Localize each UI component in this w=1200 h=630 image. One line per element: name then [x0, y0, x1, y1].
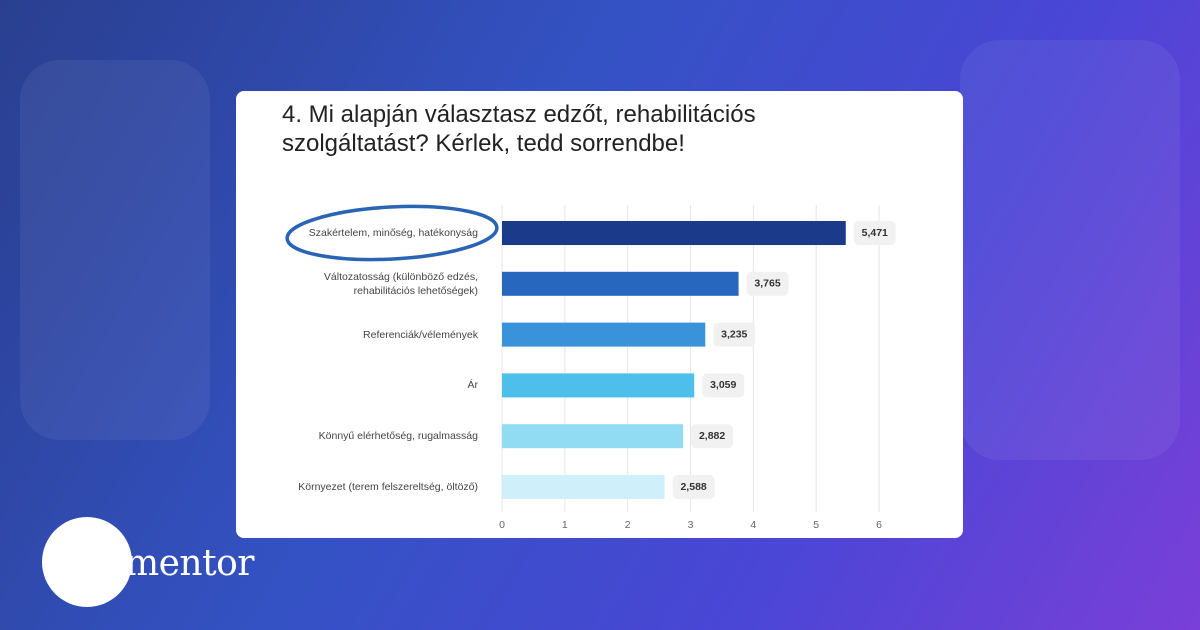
y-tick-label: Környezet (terem felszereltség, öltöző)	[298, 481, 478, 493]
y-tick-label: Változatosság (különböző edzés, rehabili…	[323, 270, 478, 297]
x-tick-label: 4	[750, 519, 756, 531]
value-label-bg	[713, 322, 756, 347]
value-label-bg	[746, 271, 789, 296]
value-label: 3,235	[721, 328, 747, 340]
value-label: 2,882	[699, 430, 725, 442]
value-label: 5,471	[862, 227, 888, 239]
value-label-bg	[853, 221, 896, 245]
x-tick-label: 5	[813, 519, 819, 531]
chart-title: 4. Mi alapján választasz edzőt, rehabili…	[282, 101, 756, 157]
highlight-circle	[285, 204, 499, 262]
x-tick-label: 3	[688, 519, 694, 531]
value-label-bg	[691, 424, 734, 449]
value-label: 2,588	[680, 481, 706, 493]
bar	[502, 424, 684, 449]
bar	[502, 475, 665, 499]
bar	[502, 271, 739, 296]
y-tick-label: Ár	[467, 379, 479, 392]
background-shape	[960, 40, 1180, 460]
y-tick-label: Szakértelem, minőség, hatékonyság	[308, 227, 478, 239]
bar	[502, 373, 695, 398]
x-tick-label: 6	[876, 519, 882, 531]
x-tick-label: 1	[562, 519, 568, 531]
x-tick-label: 2	[625, 519, 631, 531]
y-tick-label: Könnyű elérhetőség, rugalmasság	[318, 430, 478, 443]
bar	[502, 221, 846, 245]
value-label: 3,765	[754, 278, 780, 290]
brand-logo: edzőmentor	[42, 543, 254, 584]
value-label-bg	[702, 373, 745, 398]
bar	[502, 322, 706, 347]
value-label: 3,059	[710, 379, 736, 391]
chart-card	[236, 91, 963, 538]
x-tick-label: 0	[499, 519, 505, 531]
background-shape	[20, 60, 210, 440]
y-tick-label: Referenciák/vélemények	[363, 328, 478, 341]
value-label-bg	[672, 475, 715, 499]
logo-badge	[42, 517, 132, 607]
